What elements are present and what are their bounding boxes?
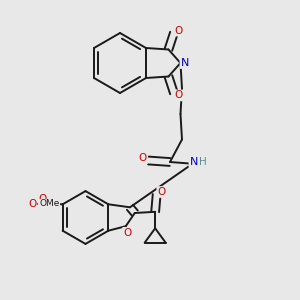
Text: N: N: [181, 58, 189, 68]
Text: OMe: OMe: [39, 200, 60, 208]
Text: H: H: [199, 157, 207, 167]
Text: O: O: [174, 26, 182, 36]
Text: O: O: [174, 90, 182, 100]
Text: O: O: [123, 228, 131, 238]
Text: N: N: [190, 157, 198, 167]
Text: O: O: [39, 194, 47, 205]
Text: O: O: [28, 199, 37, 209]
Text: O: O: [157, 187, 166, 197]
Text: O: O: [139, 153, 147, 163]
